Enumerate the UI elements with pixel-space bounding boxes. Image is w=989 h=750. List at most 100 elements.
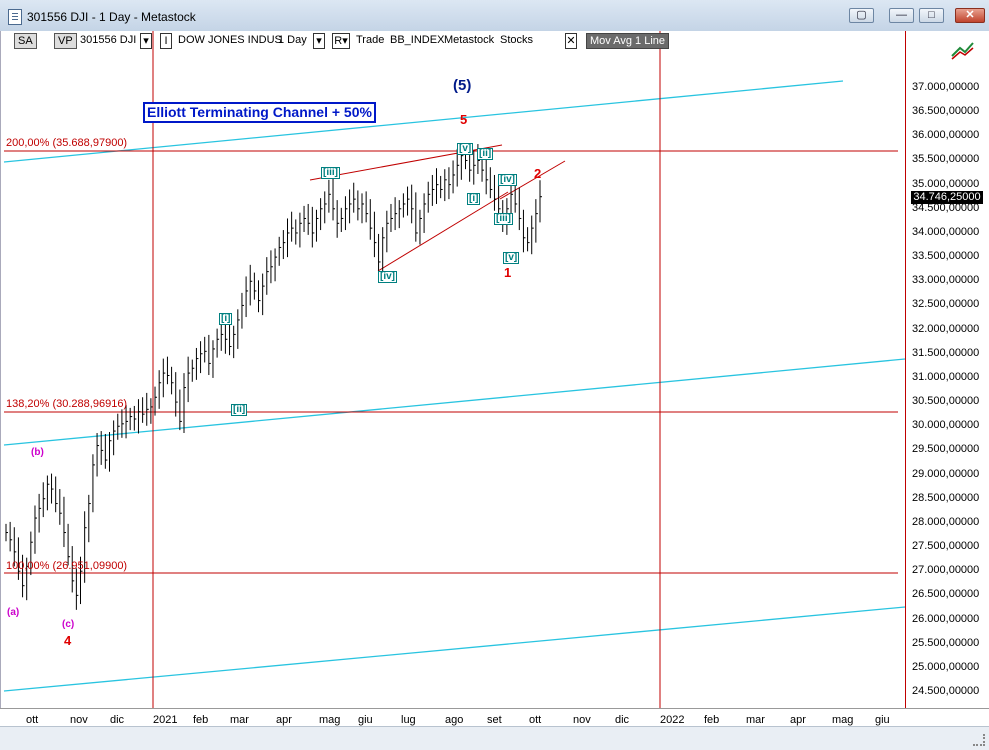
x-tick-label: feb — [193, 714, 209, 726]
y-tick-label: 35.500,00000 — [912, 153, 980, 166]
y-tick-label: 29.500,00000 — [912, 443, 980, 456]
wedge-lower-line — [377, 191, 509, 272]
channel-lower-line — [3, 606, 905, 692]
wave-label-ii: [ii] — [477, 148, 494, 160]
x-tick-label: set — [487, 714, 502, 726]
resize-grip-icon[interactable] — [973, 734, 985, 746]
y-tick-label: 26.000,00000 — [912, 612, 980, 625]
x-tick-label: nov — [573, 714, 591, 726]
price-axis[interactable] — [905, 31, 989, 708]
channel-middle-line — [3, 358, 905, 446]
x-tick-label: mag — [832, 714, 854, 726]
y-tick-label: 33.000,00000 — [912, 274, 980, 287]
y-tick-label: 30.500,00000 — [912, 395, 980, 408]
y-tick-label: 30.000,00000 — [912, 419, 980, 432]
wave-label-v: [v] — [457, 143, 474, 155]
sa-button[interactable]: SA — [14, 33, 37, 49]
symbol-label: 301556 DJI — [80, 34, 137, 46]
x-tick-label: dic — [615, 714, 630, 726]
status-bar — [0, 726, 989, 750]
y-tick-label: 31.000,00000 — [912, 370, 980, 383]
chart-title: Elliott Terminating Channel + 50% — [143, 102, 376, 123]
wave-label-c: (c) — [62, 619, 75, 630]
fib-200-label: 200,00% (35.688,97900) — [6, 137, 128, 149]
wave-label-1: 1 — [504, 265, 512, 280]
y-tick-label: 33.500,00000 — [912, 250, 980, 263]
channel-upper-line — [3, 80, 844, 163]
y-tick-label: 32.500,00000 — [912, 298, 980, 311]
x-tick-label: mar — [746, 714, 765, 726]
separator-button[interactable]: I — [160, 33, 172, 49]
close-indicator-button[interactable]: ✕ — [565, 33, 577, 49]
minimize-icon: — — [896, 9, 907, 21]
x-tick-label: 2021 — [153, 714, 178, 726]
x-tick-label: apr — [276, 714, 292, 726]
symbol-dropdown[interactable]: ▾ — [140, 33, 152, 49]
y-tick-label: 25.000,00000 — [912, 660, 980, 673]
x-tick-label: ago — [445, 714, 464, 726]
x-tick-label: giu — [875, 714, 890, 726]
y-tick-label: 25.500,00000 — [912, 636, 980, 649]
y-tick-label: 29.000,00000 — [912, 467, 980, 480]
window-title: 301556 DJI - 1 Day - Metastock — [27, 10, 196, 24]
vp-button[interactable]: VP — [54, 33, 77, 49]
wave-label-i-small: [i] — [467, 193, 481, 205]
close-button[interactable]: ✕ — [955, 8, 985, 23]
y-tick-label: 28.000,00000 — [912, 515, 980, 528]
fib-lines — [4, 150, 898, 574]
maximize-icon: □ — [928, 9, 935, 21]
x-tick-label: mar — [230, 714, 249, 726]
wave-label-5: 5 — [460, 112, 468, 127]
minimize-button[interactable]: — — [889, 8, 914, 23]
restore-down-icon: ▢ — [856, 9, 867, 21]
r-dropdown[interactable]: R▾ — [332, 33, 350, 49]
axis-divider — [905, 31, 906, 708]
x-tick-label: nov — [70, 714, 88, 726]
x-tick-label: ott — [26, 714, 39, 726]
fib-138-label: 138,20% (30.288,96916) — [6, 398, 128, 410]
close-icon: ✕ — [965, 9, 975, 21]
maximize-button[interactable]: □ — [919, 8, 944, 23]
bb-index-label: BB_INDEX — [390, 34, 445, 46]
y-tick-label: 31.500,00000 — [912, 346, 980, 359]
y-tick-label: 24.500,00000 — [912, 685, 980, 697]
y-tick-label: 32.000,00000 — [912, 322, 980, 335]
x-tick-label: 2022 — [660, 714, 685, 726]
last-price-badge: 34.746,25000 — [911, 191, 983, 204]
period-dropdown[interactable]: ▾ — [313, 33, 325, 49]
wave-label-a: (a) — [7, 607, 20, 618]
wave-label-iii-right: [iii] — [494, 213, 513, 225]
restore-down-button[interactable]: ▢ — [849, 8, 874, 23]
trade-label[interactable]: Trade — [356, 34, 385, 46]
x-tick-label: ott — [529, 714, 542, 726]
source-label: Metastock — [444, 34, 495, 46]
wave-label-big-5: (5) — [453, 77, 472, 94]
candles — [5, 144, 542, 610]
wave-label-v-right: [v] — [503, 252, 520, 264]
x-tick-label: feb — [704, 714, 720, 726]
chart-tools-icon[interactable] — [950, 40, 976, 60]
wave-label-iv-low: [iv] — [378, 271, 397, 283]
window-titlebar: 301556 DJI - 1 Day - Metastock ▢ — □ ✕ — [0, 0, 989, 32]
price-chart[interactable] — [0, 31, 905, 708]
x-tick-label: dic — [110, 714, 125, 726]
y-tick-label: 36.000,00000 — [912, 129, 980, 142]
period-label: 1 Day — [278, 34, 307, 46]
wave-label-b: (b) — [31, 447, 44, 458]
wave-label-iv-right: [iv] — [498, 174, 517, 186]
indicator-button[interactable]: Mov Avg 1 Line — [586, 33, 670, 49]
y-tick-label: 26.500,00000 — [912, 588, 980, 601]
y-tick-label: 34.000,00000 — [912, 225, 980, 238]
fib-100-label: 100,00% (26.951,09900) — [6, 560, 128, 572]
channel-lines — [3, 80, 905, 692]
y-tick-label: 28.500,00000 — [912, 491, 980, 504]
chart-panel[interactable] — [0, 31, 906, 708]
type-label: Stocks — [500, 34, 534, 46]
document-icon — [8, 9, 22, 25]
x-tick-label: lug — [401, 714, 416, 726]
wave-label-i-left: [i] — [219, 313, 233, 325]
x-axis[interactable]: ott nov dic 2021 feb mar apr mag giu lug ago set ott… — [0, 708, 989, 727]
security-name: DOW JONES INDUS — [178, 34, 282, 46]
trend-lines — [309, 144, 566, 272]
x-tick-label: apr — [790, 714, 806, 726]
